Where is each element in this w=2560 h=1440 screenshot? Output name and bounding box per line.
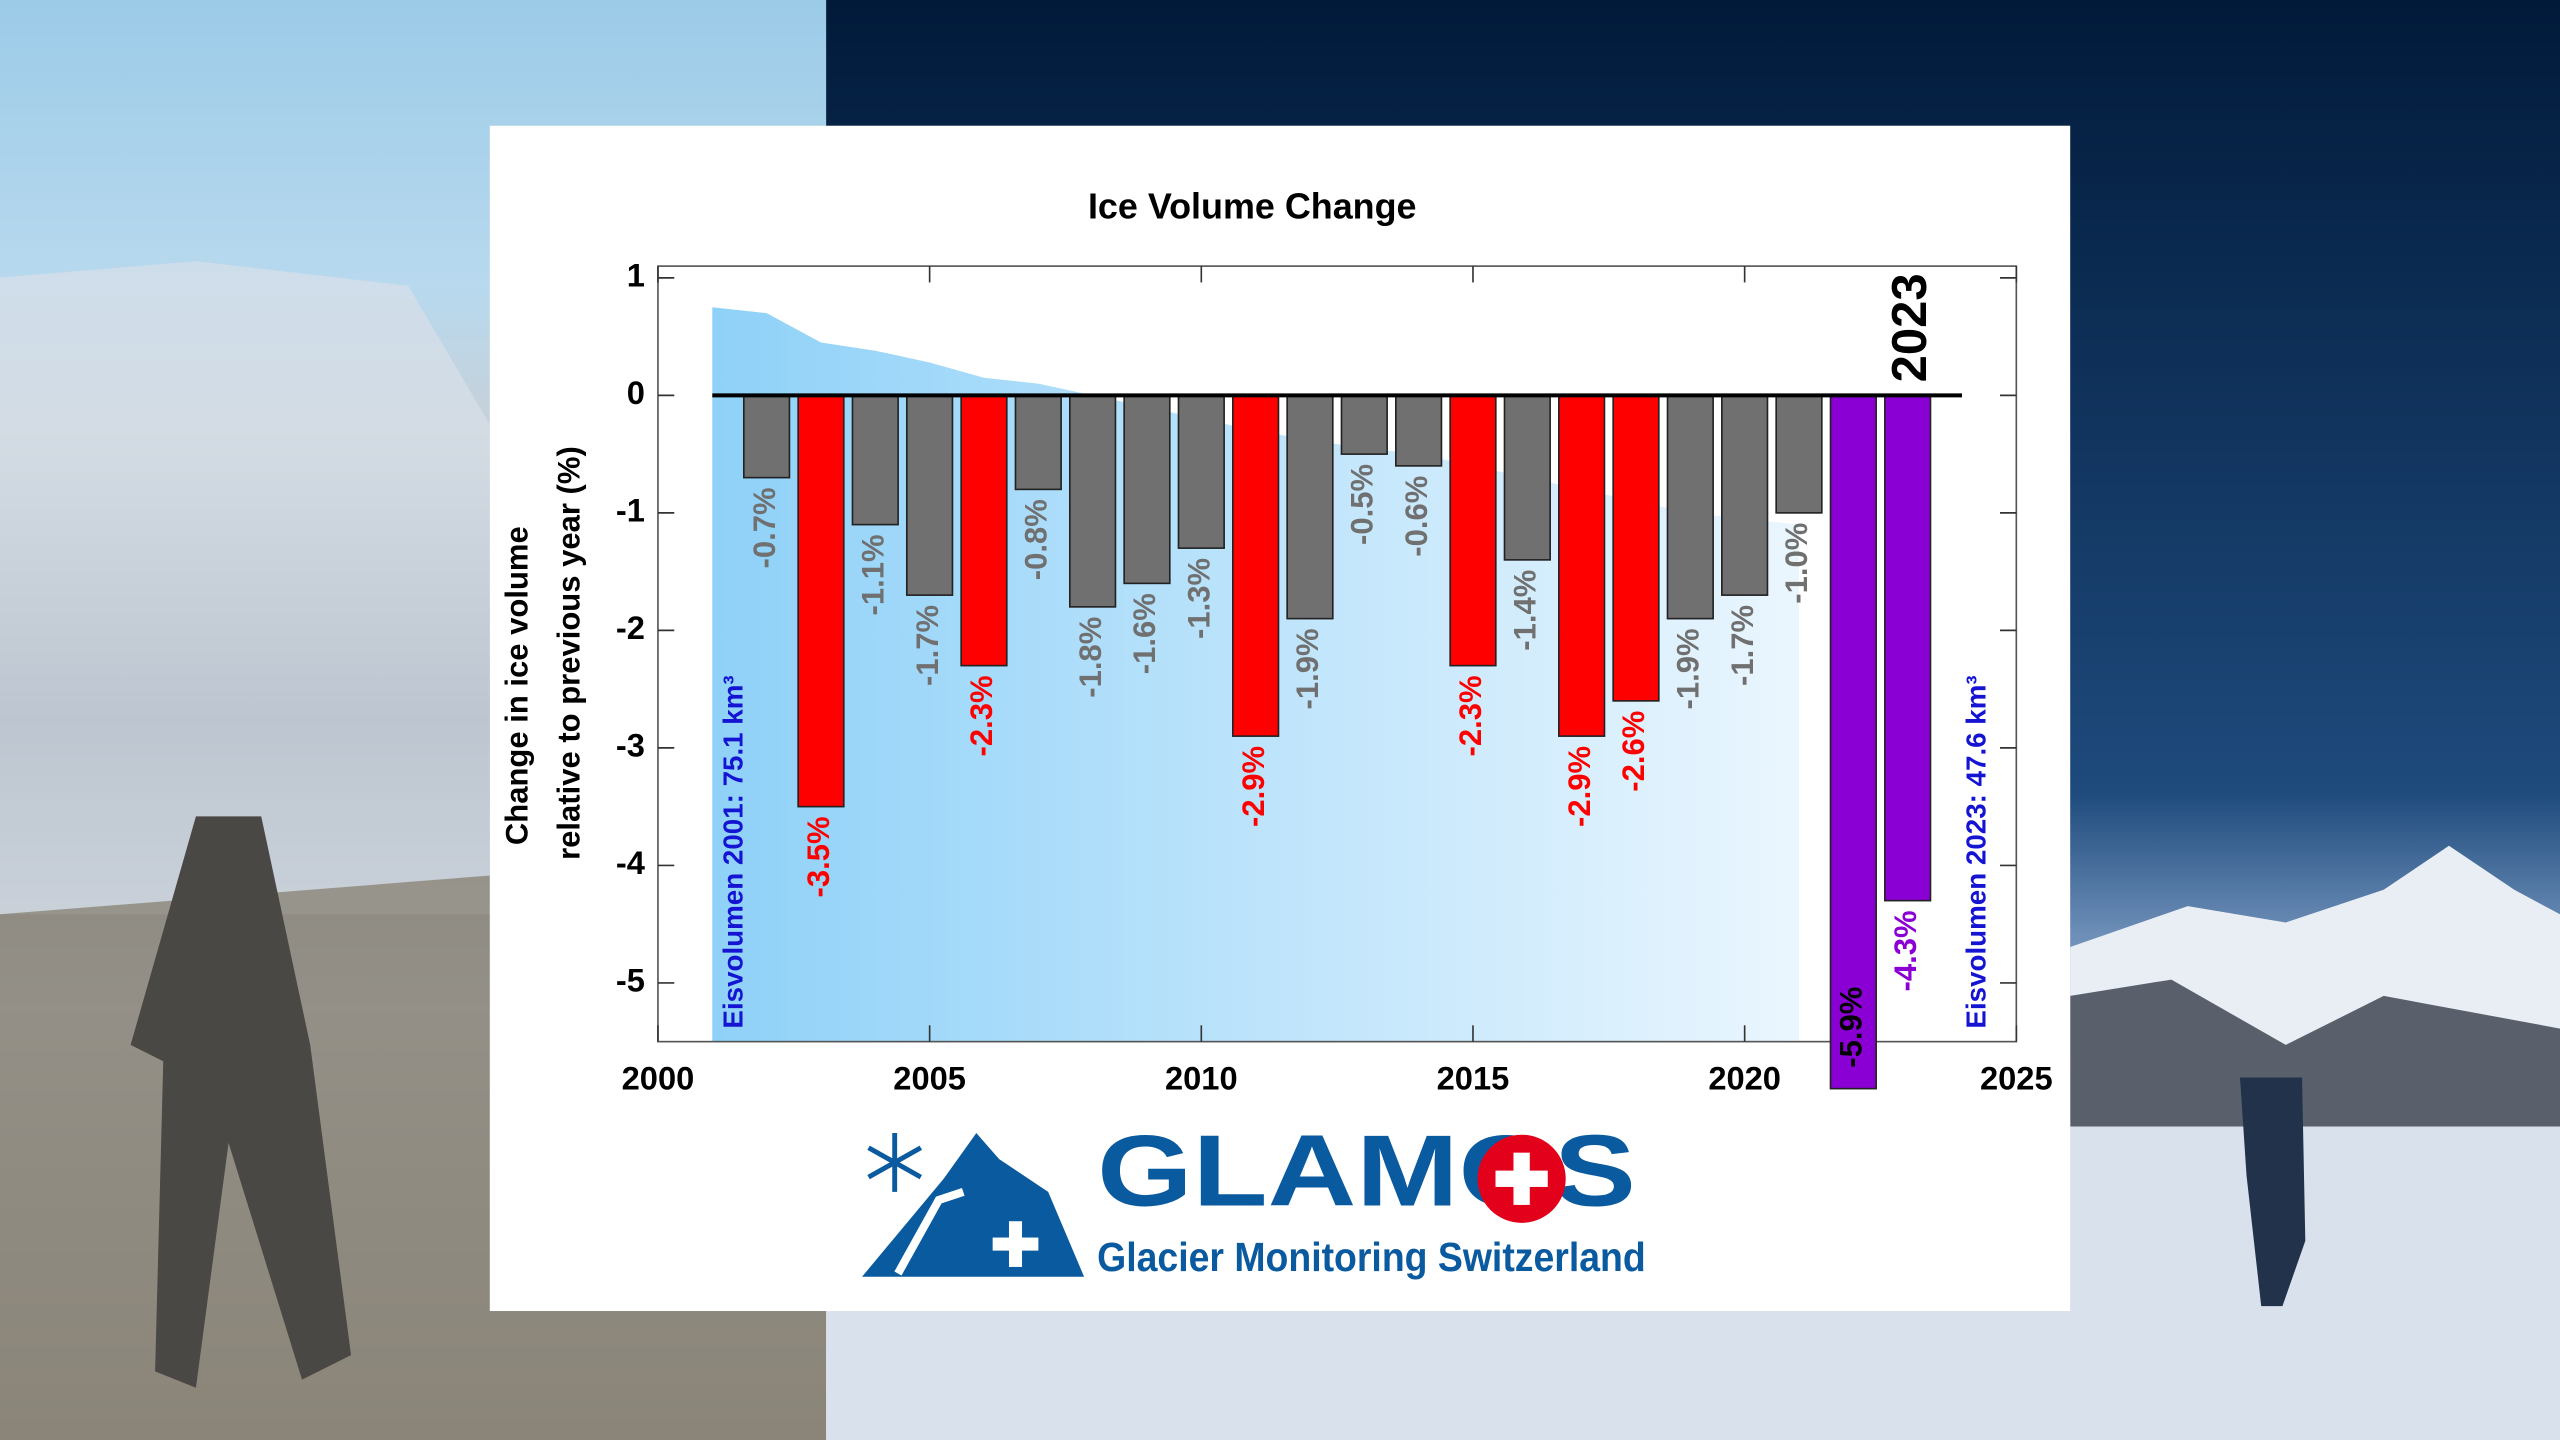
rocks [2070, 979, 2560, 1127]
y-tick-label: -5 [616, 962, 645, 999]
y-tick-label: -3 [616, 727, 645, 764]
value-label: -1.0% [1779, 523, 1814, 604]
skier [2240, 1077, 2306, 1307]
bar [851, 394, 899, 526]
x-tick-label: 2000 [622, 1059, 695, 1096]
glacier [0, 261, 490, 915]
bar [1666, 394, 1714, 620]
value-label: -3.5% [801, 816, 836, 897]
y-tick-label: -2 [616, 609, 645, 646]
bar [905, 394, 954, 596]
bar [1558, 394, 1606, 737]
logo-snowflake [867, 1133, 923, 1192]
bar [1775, 394, 1823, 514]
x-tick-label: 2005 [893, 1059, 966, 1096]
value-label: -2.9% [1236, 746, 1271, 827]
value-label: -1.9% [1290, 628, 1325, 709]
bar [1123, 394, 1171, 585]
value-label: -1.3% [1181, 558, 1216, 639]
value-label: -0.6% [1399, 476, 1434, 557]
x-tick-label: 2020 [1708, 1059, 1781, 1096]
bar [1014, 394, 1062, 491]
bar [1612, 394, 1660, 702]
value-label: -4.3% [1888, 910, 1923, 991]
value-label: -1.7% [910, 605, 945, 686]
value-label: -1.9% [1671, 628, 1706, 709]
plot-frame [657, 265, 2018, 1043]
bar [1068, 394, 1117, 608]
annotation: 2023 [1883, 273, 1937, 382]
value-label: -2.9% [1562, 746, 1597, 827]
logo: GLAMOS Glacier Monitoring Switzerland [862, 1115, 1646, 1280]
value-label: -0.5% [1344, 464, 1379, 545]
value-label: -2.3% [964, 675, 999, 756]
bar [1177, 394, 1225, 549]
x-tick-label: 2025 [1980, 1059, 2053, 1096]
x-tick-label: 2015 [1437, 1059, 1510, 1096]
value-label: -1.8% [1073, 617, 1108, 698]
bar [1232, 394, 1280, 737]
logo-swiss-cross [1513, 1152, 1530, 1205]
hiker [130, 816, 352, 1388]
value-label: -5.9% [1834, 987, 1869, 1068]
value-label: -0.8% [1018, 499, 1053, 580]
value-label: -0.7% [747, 487, 782, 568]
value-label: -1.6% [1127, 593, 1162, 674]
value-label: -2.3% [1453, 675, 1488, 756]
bar [1286, 394, 1334, 620]
y-tick-label: -1 [616, 492, 645, 529]
y-tick-label: -4 [616, 844, 645, 881]
value-label: -1.1% [855, 534, 890, 615]
bar [1829, 394, 1877, 1090]
bar [960, 394, 1008, 667]
logo-cross [1008, 1221, 1023, 1267]
annotation: Eisvolumen 2001: 75.1 km³ [717, 675, 748, 1028]
x-tick-label: 2010 [1165, 1059, 1238, 1096]
logo-subtitle: Glacier Monitoring Switzerland [1097, 1234, 1646, 1280]
y-tick-label: 0 [627, 374, 645, 411]
value-label: -2.6% [1616, 711, 1651, 792]
bar [1395, 394, 1443, 467]
chart-title: Ice Volume Change [1088, 185, 1417, 226]
y-axis-label: relative to previous year (%) [552, 446, 587, 860]
logo-stream [894, 1187, 965, 1276]
bar [797, 394, 845, 808]
annotation: Eisvolumen 2023: 47.6 km³ [1961, 675, 1992, 1028]
bar [1721, 394, 1769, 596]
bar [1884, 394, 1932, 902]
bar [1340, 394, 1388, 455]
y-axis-label: Change in ice volume [499, 526, 534, 845]
bar [1503, 394, 1551, 561]
value-label: -1.4% [1508, 570, 1543, 651]
bar [1449, 394, 1497, 667]
bar [742, 394, 791, 479]
y-tick-label: 1 [627, 256, 645, 293]
value-label: -1.7% [1725, 605, 1760, 686]
